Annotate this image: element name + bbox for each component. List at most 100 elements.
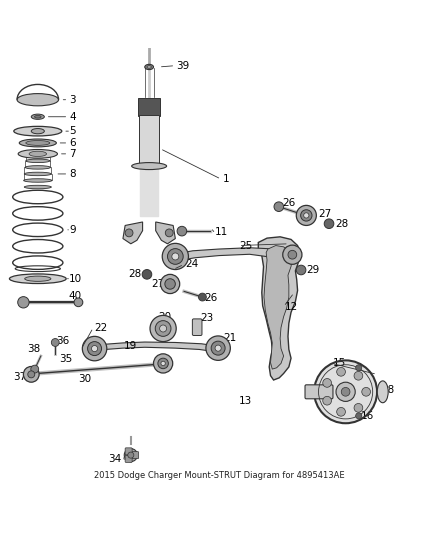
Circle shape (356, 413, 362, 419)
Circle shape (337, 407, 346, 416)
Text: 15: 15 (332, 358, 346, 368)
Circle shape (274, 202, 284, 212)
Ellipse shape (19, 139, 57, 147)
FancyBboxPatch shape (192, 319, 202, 335)
Circle shape (142, 270, 152, 279)
Ellipse shape (10, 274, 66, 284)
Text: 30: 30 (78, 374, 92, 384)
Ellipse shape (145, 64, 153, 70)
Circle shape (125, 229, 133, 237)
Text: 16: 16 (361, 411, 374, 421)
Text: 40: 40 (68, 291, 81, 301)
Circle shape (177, 227, 187, 236)
Polygon shape (123, 222, 143, 244)
Circle shape (172, 253, 179, 260)
Circle shape (74, 298, 83, 306)
Text: 26: 26 (283, 198, 296, 208)
Circle shape (211, 341, 225, 355)
Ellipse shape (24, 179, 52, 182)
FancyBboxPatch shape (139, 115, 159, 166)
Ellipse shape (14, 126, 62, 136)
Text: 24: 24 (185, 260, 198, 269)
Circle shape (165, 229, 173, 237)
Text: 27: 27 (318, 209, 332, 219)
Circle shape (324, 219, 334, 229)
Circle shape (88, 342, 102, 356)
Circle shape (354, 372, 363, 380)
Circle shape (162, 244, 188, 270)
Circle shape (198, 293, 206, 301)
Text: 10: 10 (69, 274, 82, 284)
Circle shape (296, 265, 306, 275)
Circle shape (23, 367, 39, 382)
Circle shape (128, 452, 134, 458)
Circle shape (165, 279, 175, 289)
Text: 25: 25 (240, 240, 253, 251)
Text: 37: 37 (13, 372, 26, 382)
Text: 39: 39 (177, 61, 190, 71)
Text: 8: 8 (69, 169, 76, 179)
Ellipse shape (147, 66, 151, 68)
Ellipse shape (24, 185, 51, 189)
Circle shape (92, 345, 98, 352)
Circle shape (288, 251, 297, 259)
Circle shape (356, 365, 362, 371)
Circle shape (150, 316, 176, 342)
Text: 9: 9 (69, 225, 76, 235)
Ellipse shape (31, 128, 44, 134)
Circle shape (296, 205, 316, 225)
Circle shape (167, 248, 183, 264)
Circle shape (354, 403, 363, 412)
Text: 26: 26 (205, 293, 218, 303)
Circle shape (362, 387, 371, 396)
Circle shape (31, 365, 39, 373)
Text: 2015 Dodge Charger Mount-STRUT Diagram for 4895413AE: 2015 Dodge Charger Mount-STRUT Diagram f… (94, 471, 344, 480)
Circle shape (153, 354, 173, 373)
Circle shape (341, 387, 350, 396)
Text: 17: 17 (304, 387, 317, 397)
Text: 12: 12 (285, 302, 298, 312)
Circle shape (337, 367, 346, 376)
Text: 29: 29 (306, 265, 320, 275)
Polygon shape (173, 248, 297, 261)
Text: 4: 4 (69, 112, 76, 122)
Ellipse shape (25, 166, 50, 169)
Ellipse shape (29, 151, 46, 157)
Text: 18: 18 (381, 385, 395, 395)
Circle shape (304, 213, 309, 218)
Ellipse shape (24, 172, 51, 176)
Circle shape (18, 297, 29, 308)
Text: 28: 28 (335, 219, 348, 229)
Circle shape (283, 245, 302, 264)
Text: 11: 11 (215, 227, 228, 237)
Ellipse shape (26, 159, 50, 163)
Circle shape (158, 358, 168, 369)
FancyBboxPatch shape (138, 98, 160, 116)
Text: 6: 6 (69, 138, 76, 148)
Text: 7: 7 (69, 149, 76, 159)
Polygon shape (95, 342, 223, 354)
Polygon shape (258, 237, 300, 380)
Ellipse shape (18, 149, 57, 158)
Circle shape (28, 371, 35, 378)
Circle shape (82, 336, 107, 361)
Text: 36: 36 (57, 336, 70, 346)
Circle shape (314, 360, 377, 423)
Text: 5: 5 (69, 126, 76, 136)
Circle shape (323, 378, 332, 387)
Text: 28: 28 (128, 269, 141, 279)
Circle shape (300, 210, 312, 221)
Circle shape (336, 382, 355, 401)
Ellipse shape (35, 116, 41, 118)
Ellipse shape (17, 94, 59, 106)
Text: 21: 21 (223, 333, 237, 343)
Text: 20: 20 (159, 312, 172, 322)
Polygon shape (264, 246, 292, 369)
Circle shape (51, 338, 59, 346)
Circle shape (124, 449, 138, 462)
Circle shape (206, 336, 230, 360)
Text: 35: 35 (59, 354, 72, 364)
Ellipse shape (26, 141, 50, 146)
Polygon shape (155, 222, 175, 244)
Text: 19: 19 (124, 342, 138, 351)
